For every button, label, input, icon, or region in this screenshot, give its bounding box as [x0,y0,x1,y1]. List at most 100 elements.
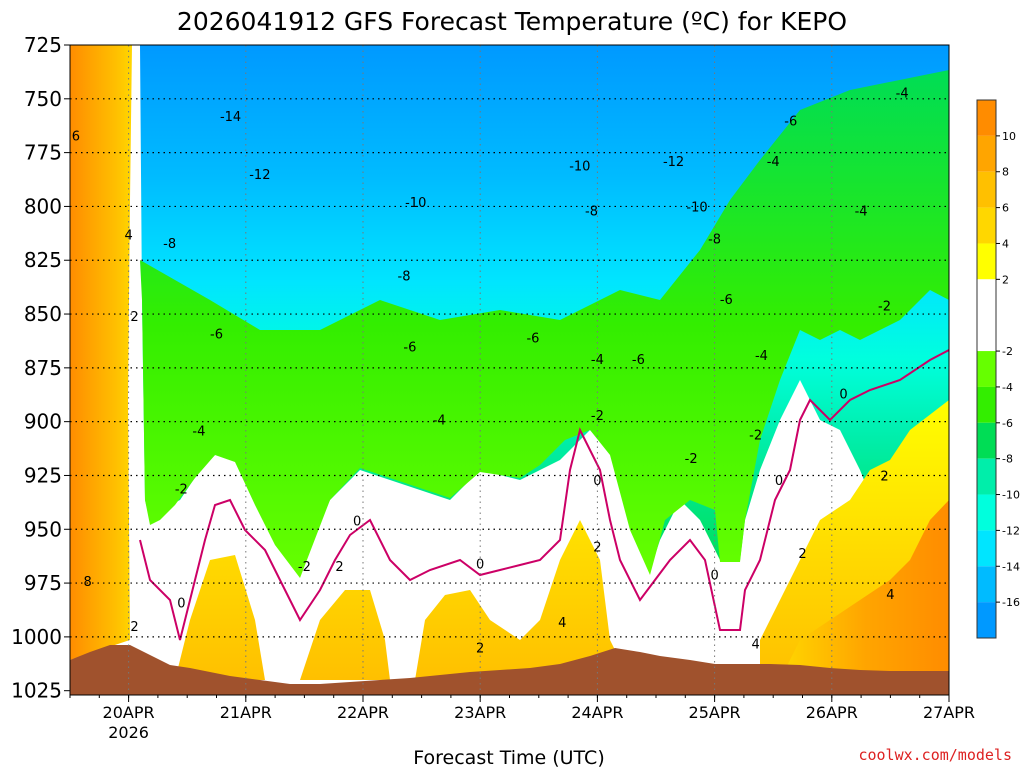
contour-label: -10 [569,160,590,175]
contour-label: -2 [685,452,698,467]
colorbar-band [977,100,996,136]
contour-label: -6 [784,114,797,129]
contour-label: -4 [433,414,446,429]
gridlines [70,45,949,695]
contour-labels: -14 -12 -10 -10 -10 -12 -8 -8 -8 -8 -6 -6 -6 -6 -6 -6 -4… [72,86,909,656]
contour-label: -2 [175,482,188,497]
colorbar-band [977,207,996,244]
x-tick-label: 21APR [220,703,272,722]
colorbar-label: 4 [1002,237,1009,250]
contour-label: 2 [130,620,138,635]
contour-label: -8 [585,205,598,220]
contour-label: -8 [708,233,721,248]
x-axis-label: Forecast Time (UTC) [413,747,604,768]
contour-label: 0 [839,388,847,403]
contour-label: -6 [720,293,733,308]
contour-label: 4 [886,588,894,603]
warm-west-region [70,45,132,660]
y-tick-label: 775 [24,141,62,165]
colorbar-band [977,458,996,495]
y-tick-label: 875 [24,356,62,380]
warm-east-region [780,500,949,680]
contour-label: 2 [880,469,888,484]
yellow-lobes [175,400,949,680]
green-region [140,70,949,578]
contour-label: -2 [591,409,604,424]
contour-label: 0 [775,474,783,489]
contour-label: 6 [72,129,80,144]
colorbar-band [977,386,996,423]
contour-label: -4 [767,155,780,170]
contour-label: 2 [130,310,138,325]
x-tick-label: 22APR [337,703,389,722]
colorbar-band [977,243,996,280]
x-tick-label: 25APR [689,703,741,722]
contour-label: -2 [878,299,891,314]
contour-label: -4 [855,205,868,220]
contour-label: 2 [335,560,343,575]
colorbar-band [977,171,996,208]
y-tick-label: 825 [24,248,62,272]
x-tick-label: 20APR [103,703,155,722]
contour-label: -6 [403,340,416,355]
y-tick-label: 725 [24,33,62,57]
chart-title: 2026041912 GFS Forecast Temperature (ºC)… [177,7,847,36]
colorbar-label: -6 [1002,417,1013,430]
colorbar-label: -4 [1002,381,1013,394]
contour-label: 4 [558,616,566,631]
contour-label: -8 [163,237,176,252]
y-tick-label: 925 [24,463,62,487]
plot-area [70,45,949,695]
contour-label: 0 [353,515,361,530]
y-tick-label: 900 [24,410,62,434]
contour-label: -2 [298,560,311,575]
x-tick-label: 24APR [571,703,623,722]
colorbar-label: 8 [1002,166,1009,179]
colorbar-frame [976,99,997,639]
contour-label: 0 [710,568,718,583]
y-tick-label: 950 [24,517,62,541]
contour-label: -4 [755,349,768,364]
contour-label: -4 [896,86,909,101]
colorbar-label: 2 [1002,273,1009,286]
contour-label: 2 [593,540,601,555]
colorbar-label: -2 [1002,345,1013,358]
colorbar-band [977,279,996,352]
contour-label: -6 [526,332,539,347]
credit-text: coolwx.com/models [858,746,1012,764]
contour-label: 2 [798,547,806,562]
y-tick-label: 800 [24,194,62,218]
colorbar: 10 8 6 4 2 -2 -4 -6 -8 -10 -12 -14 -16 [976,99,1020,639]
colorbar-band [977,351,996,387]
contour-label: 0 [177,596,185,611]
contour-label: -6 [210,327,223,342]
colorbar-band [977,494,996,531]
x-tick-label: 27APR [923,703,975,722]
contour-label: -10 [686,200,707,215]
contour-label: 2 [476,642,484,657]
ground [70,645,949,695]
colorbar-label: -8 [1002,453,1013,466]
contour-label: -4 [192,424,205,439]
colorbar-label: -14 [1002,560,1020,573]
colorbar-label: 6 [1002,202,1009,215]
colorbar-label: 10 [1002,130,1016,143]
colorbar-label: -10 [1002,489,1020,502]
title: 2026041912 GFS Forecast Temperature (ºC)… [177,7,847,36]
x-tick-sublabel: 2026 [108,723,149,742]
x-tick-label: 26APR [806,703,858,722]
contour-label: -14 [220,110,241,125]
contour-label: -6 [632,353,645,368]
colorbar-band [977,602,996,638]
y-tick-label: 1025 [11,679,62,703]
x-tick-label: 23APR [454,703,506,722]
y-tick-label: 850 [24,302,62,326]
y-tick-label: 975 [24,571,62,595]
colorbar-label: -12 [1002,524,1020,537]
zero-line [139,349,949,641]
y-axis: 725 750 775 800 825 850 875 900 925 950 975 1000 102… [11,33,70,703]
contour-label: -4 [591,353,604,368]
colorbar-label: -16 [1002,596,1020,609]
